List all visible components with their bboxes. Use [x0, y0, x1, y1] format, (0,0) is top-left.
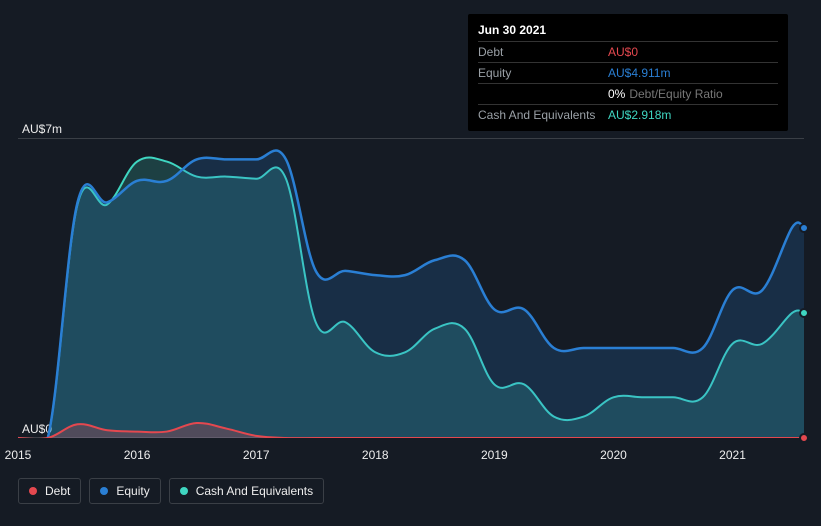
- tooltip-row: 0% Debt/Equity Ratio: [478, 83, 778, 104]
- tooltip-row-label: Debt: [478, 45, 608, 59]
- tooltip-row: DebtAU$0: [478, 41, 778, 62]
- tooltip-row: Cash And EquivalentsAU$2.918m: [478, 104, 778, 125]
- tooltip-row-label: [478, 87, 608, 101]
- series-end-dot-cash: [799, 308, 809, 318]
- chart-svg: [18, 138, 804, 438]
- legend-item-debt[interactable]: Debt: [18, 478, 81, 504]
- tooltip-row-label: Equity: [478, 66, 608, 80]
- tooltip-row-suffix: Debt/Equity Ratio: [629, 87, 722, 101]
- x-tick-2016: 2016: [124, 448, 151, 462]
- x-tick-2019: 2019: [481, 448, 508, 462]
- legend-item-equity[interactable]: Equity: [89, 478, 160, 504]
- tooltip-row-label: Cash And Equivalents: [478, 108, 608, 122]
- tooltip-row-value: AU$0: [608, 45, 638, 59]
- legend-item-label: Equity: [116, 484, 149, 498]
- y-axis-top-label: AU$7m: [22, 122, 82, 136]
- tooltip-row-value: AU$4.911m: [608, 66, 670, 80]
- x-tick-2021: 2021: [719, 448, 746, 462]
- legend-item-label: Cash And Equivalents: [196, 484, 313, 498]
- tooltip-row-value: AU$2.918m: [608, 108, 671, 122]
- x-tick-2018: 2018: [362, 448, 389, 462]
- series-end-dot-debt: [799, 433, 809, 443]
- chart-tooltip: Jun 30 2021 DebtAU$0EquityAU$4.911m0%Deb…: [468, 14, 788, 131]
- tooltip-date: Jun 30 2021: [478, 20, 778, 41]
- legend-dot-icon: [100, 487, 108, 495]
- tooltip-row-value: 0%: [608, 87, 625, 101]
- tooltip-row: EquityAU$4.911m: [478, 62, 778, 83]
- x-tick-2017: 2017: [243, 448, 270, 462]
- series-area-equity: [18, 151, 804, 438]
- chart-legend: Debt Equity Cash And Equivalents: [18, 478, 324, 504]
- legend-dot-icon: [29, 487, 37, 495]
- legend-item-label: Debt: [45, 484, 70, 498]
- legend-dot-icon: [180, 487, 188, 495]
- series-end-dot-equity: [799, 223, 809, 233]
- x-tick-2015: 2015: [5, 448, 32, 462]
- legend-item-cash-and-equivalents[interactable]: Cash And Equivalents: [169, 478, 324, 504]
- x-tick-2020: 2020: [600, 448, 627, 462]
